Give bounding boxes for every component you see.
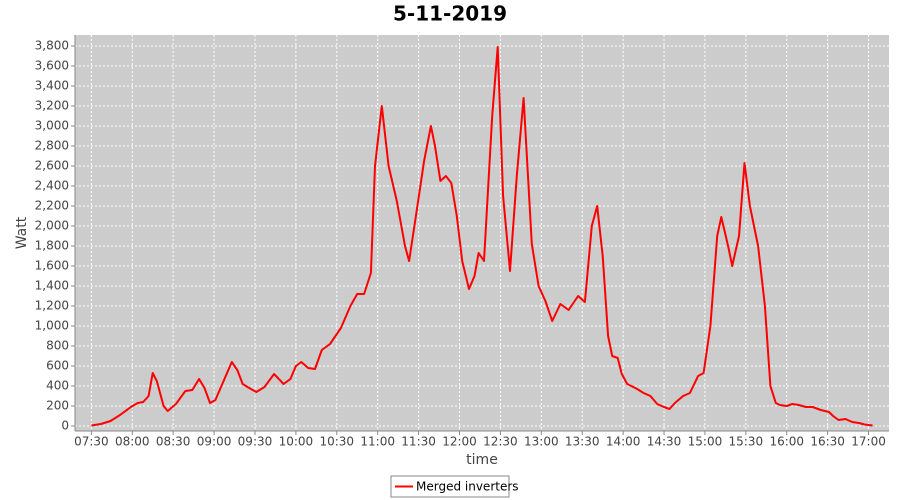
x-tick-label: 15:30 <box>729 435 764 449</box>
x-tick-label: 08:30 <box>156 435 191 449</box>
x-tick-label: 14:00 <box>606 435 641 449</box>
y-tick-label: 3,000 <box>35 119 69 133</box>
y-tick-label: 3,600 <box>35 59 69 73</box>
y-tick-label: 3,800 <box>35 39 69 53</box>
y-tick-label: 600 <box>46 359 69 373</box>
y-tick-label: 1,800 <box>35 239 69 253</box>
x-tick-label: 12:00 <box>442 435 477 449</box>
y-tick-label: 2,200 <box>35 199 69 213</box>
x-axis-label: time <box>466 452 498 468</box>
y-tick-label: 0 <box>61 419 69 433</box>
y-tick-label: 2,600 <box>35 159 69 173</box>
x-tick-label: 14:30 <box>647 435 682 449</box>
y-tick-label: 2,400 <box>35 179 69 193</box>
y-tick-label: 1,000 <box>35 319 69 333</box>
y-tick-label: 3,400 <box>35 79 69 93</box>
x-tick-label: 09:00 <box>197 435 232 449</box>
y-tick-label: 2,800 <box>35 139 69 153</box>
x-tick-label: 11:30 <box>401 435 436 449</box>
y-axis-label: Watt <box>14 216 30 249</box>
x-tick-label: 13:00 <box>524 435 559 449</box>
x-tick-label: 08:00 <box>115 435 150 449</box>
plot-area <box>75 35 889 431</box>
x-tick-label: 17:00 <box>851 435 886 449</box>
chart-title: 5-11-2019 <box>393 2 507 26</box>
x-tick-label: 11:00 <box>360 435 395 449</box>
y-tick-label: 2,000 <box>35 219 69 233</box>
x-tick-label: 09:30 <box>238 435 273 449</box>
y-tick-label: 800 <box>46 339 69 353</box>
x-tick-label: 13:30 <box>565 435 600 449</box>
y-tick-label: 1,200 <box>35 299 69 313</box>
y-tick-label: 1,400 <box>35 279 69 293</box>
y-tick-label: 3,200 <box>35 99 69 113</box>
x-tick-label: 07:30 <box>74 435 109 449</box>
y-tick-label: 200 <box>46 399 69 413</box>
legend-box <box>390 475 510 498</box>
x-tick-label: 15:00 <box>688 435 723 449</box>
x-tick-label: 16:30 <box>810 435 845 449</box>
x-tick-label: 10:00 <box>279 435 314 449</box>
data-line <box>91 46 873 427</box>
x-tick-label: 10:30 <box>319 435 354 449</box>
x-tick-label: 12:30 <box>483 435 518 449</box>
x-tick-label: 16:00 <box>769 435 804 449</box>
legend-label: Merged inverters <box>416 480 519 494</box>
y-tick-label: 400 <box>46 379 69 393</box>
y-tick-label: 1,600 <box>35 259 69 273</box>
